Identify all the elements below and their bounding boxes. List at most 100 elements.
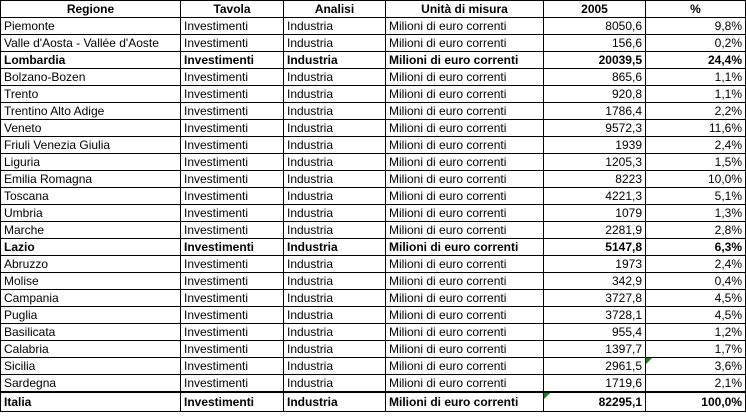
cell-analisi[interactable]: Industria [283,238,386,256]
cell-valore[interactable]: 1939 [543,136,646,154]
cell-percentuale[interactable]: 2,4% [645,136,746,154]
cell-unita[interactable]: Milioni di euro correnti [385,51,544,69]
cell-unita[interactable]: Milioni di euro correnti [385,357,544,375]
cell-regione[interactable]: Marche [0,221,181,239]
cell-tavola[interactable]: Investimenti [180,51,284,69]
cell-regione[interactable]: Trentino Alto Adige [0,102,181,120]
cell-unita[interactable]: Milioni di euro correnti [385,153,544,171]
cell-tavola[interactable]: Investimenti [180,85,284,103]
cell-unita[interactable]: Milioni di euro correnti [385,323,544,341]
cell-percentuale[interactable]: 1,1% [645,68,746,86]
cell-percentuale[interactable]: 0,4% [645,272,746,290]
header-percentuale[interactable]: % [645,0,746,18]
cell-unita[interactable]: Milioni di euro correnti [385,204,544,222]
cell-regione[interactable]: Lombardia [0,51,181,69]
cell-percentuale[interactable]: 9,8% [645,17,746,35]
cell-unita[interactable]: Milioni di euro correnti [385,221,544,239]
cell-percentuale[interactable]: 1,2% [645,323,746,341]
cell-unita[interactable]: Milioni di euro correnti [385,272,544,290]
cell-regione[interactable]: Abruzzo [0,255,181,273]
cell-unita[interactable]: Milioni di euro correnti [385,289,544,307]
cell-tavola[interactable]: Investimenti [180,68,284,86]
cell-regione[interactable]: Italia [0,391,181,412]
cell-tavola[interactable]: Investimenti [180,289,284,307]
cell-unita[interactable]: Milioni di euro correnti [385,255,544,273]
cell-valore[interactable]: 3728,1 [543,306,646,324]
cell-tavola[interactable]: Investimenti [180,255,284,273]
cell-unita[interactable]: Milioni di euro correnti [385,85,544,103]
cell-valore[interactable]: 1719,6 [543,374,646,393]
cell-tavola[interactable]: Investimenti [180,391,284,412]
cell-percentuale[interactable]: 4,5% [645,289,746,307]
cell-percentuale[interactable]: 1,3% [645,204,746,222]
cell-tavola[interactable]: Investimenti [180,153,284,171]
cell-valore[interactable]: 20039,5 [543,51,646,69]
cell-analisi[interactable]: Industria [283,272,386,290]
cell-tavola[interactable]: Investimenti [180,221,284,239]
cell-tavola[interactable]: Investimenti [180,272,284,290]
cell-analisi[interactable]: Industria [283,306,386,324]
cell-analisi[interactable]: Industria [283,221,386,239]
cell-unita[interactable]: Milioni di euro correnti [385,170,544,188]
cell-unita[interactable]: Milioni di euro correnti [385,102,544,120]
cell-valore[interactable]: 1079 [543,204,646,222]
cell-regione[interactable]: Bolzano-Bozen [0,68,181,86]
cell-percentuale[interactable]: 3,6% [645,357,746,375]
cell-analisi[interactable]: Industria [283,102,386,120]
cell-tavola[interactable]: Investimenti [180,187,284,205]
cell-analisi[interactable]: Industria [283,323,386,341]
cell-tavola[interactable]: Investimenti [180,306,284,324]
cell-valore[interactable]: 2281,9 [543,221,646,239]
cell-unita[interactable]: Milioni di euro correnti [385,340,544,358]
cell-analisi[interactable]: Industria [283,51,386,69]
cell-valore[interactable]: 1786,4 [543,102,646,120]
cell-analisi[interactable]: Industria [283,136,386,154]
cell-tavola[interactable]: Investimenti [180,340,284,358]
cell-analisi[interactable]: Industria [283,17,386,35]
cell-analisi[interactable]: Industria [283,289,386,307]
cell-regione[interactable]: Campania [0,289,181,307]
cell-unita[interactable]: Milioni di euro correnti [385,17,544,35]
cell-regione[interactable]: Sardegna [0,374,181,393]
cell-analisi[interactable]: Industria [283,255,386,273]
cell-analisi[interactable]: Industria [283,153,386,171]
header-unita[interactable]: Unità di misura [385,0,544,18]
cell-valore[interactable]: 82295,1 [543,391,646,412]
cell-valore[interactable]: 342,9 [543,272,646,290]
cell-valore[interactable]: 8223 [543,170,646,188]
cell-regione[interactable]: Umbria [0,204,181,222]
cell-unita[interactable]: Milioni di euro correnti [385,68,544,86]
cell-percentuale[interactable]: 2,4% [645,255,746,273]
cell-regione[interactable]: Piemonte [0,17,181,35]
cell-percentuale[interactable]: 2,8% [645,221,746,239]
cell-percentuale[interactable]: 11,6% [645,119,746,137]
cell-tavola[interactable]: Investimenti [180,102,284,120]
cell-percentuale[interactable]: 10,0% [645,170,746,188]
cell-valore[interactable]: 4221,3 [543,187,646,205]
cell-tavola[interactable]: Investimenti [180,374,284,393]
cell-tavola[interactable]: Investimenti [180,34,284,52]
cell-regione[interactable]: Liguria [0,153,181,171]
cell-tavola[interactable]: Investimenti [180,357,284,375]
cell-valore[interactable]: 1973 [543,255,646,273]
cell-unita[interactable]: Milioni di euro correnti [385,306,544,324]
cell-analisi[interactable]: Industria [283,374,386,393]
cell-regione[interactable]: Veneto [0,119,181,137]
cell-unita[interactable]: Milioni di euro correnti [385,34,544,52]
cell-regione[interactable]: Lazio [0,238,181,256]
cell-valore[interactable]: 2961,5 [543,357,646,375]
cell-valore[interactable]: 8050,6 [543,17,646,35]
cell-analisi[interactable]: Industria [283,119,386,137]
cell-unita[interactable]: Milioni di euro correnti [385,374,544,393]
cell-percentuale[interactable]: 24,4% [645,51,746,69]
cell-analisi[interactable]: Industria [283,204,386,222]
cell-percentuale[interactable]: 1,1% [645,85,746,103]
header-tavola[interactable]: Tavola [180,0,284,18]
cell-analisi[interactable]: Industria [283,391,386,412]
cell-regione[interactable]: Trento [0,85,181,103]
cell-tavola[interactable]: Investimenti [180,170,284,188]
cell-percentuale[interactable]: 2,2% [645,102,746,120]
cell-valore[interactable]: 865,6 [543,68,646,86]
cell-analisi[interactable]: Industria [283,68,386,86]
cell-valore[interactable]: 3727,8 [543,289,646,307]
